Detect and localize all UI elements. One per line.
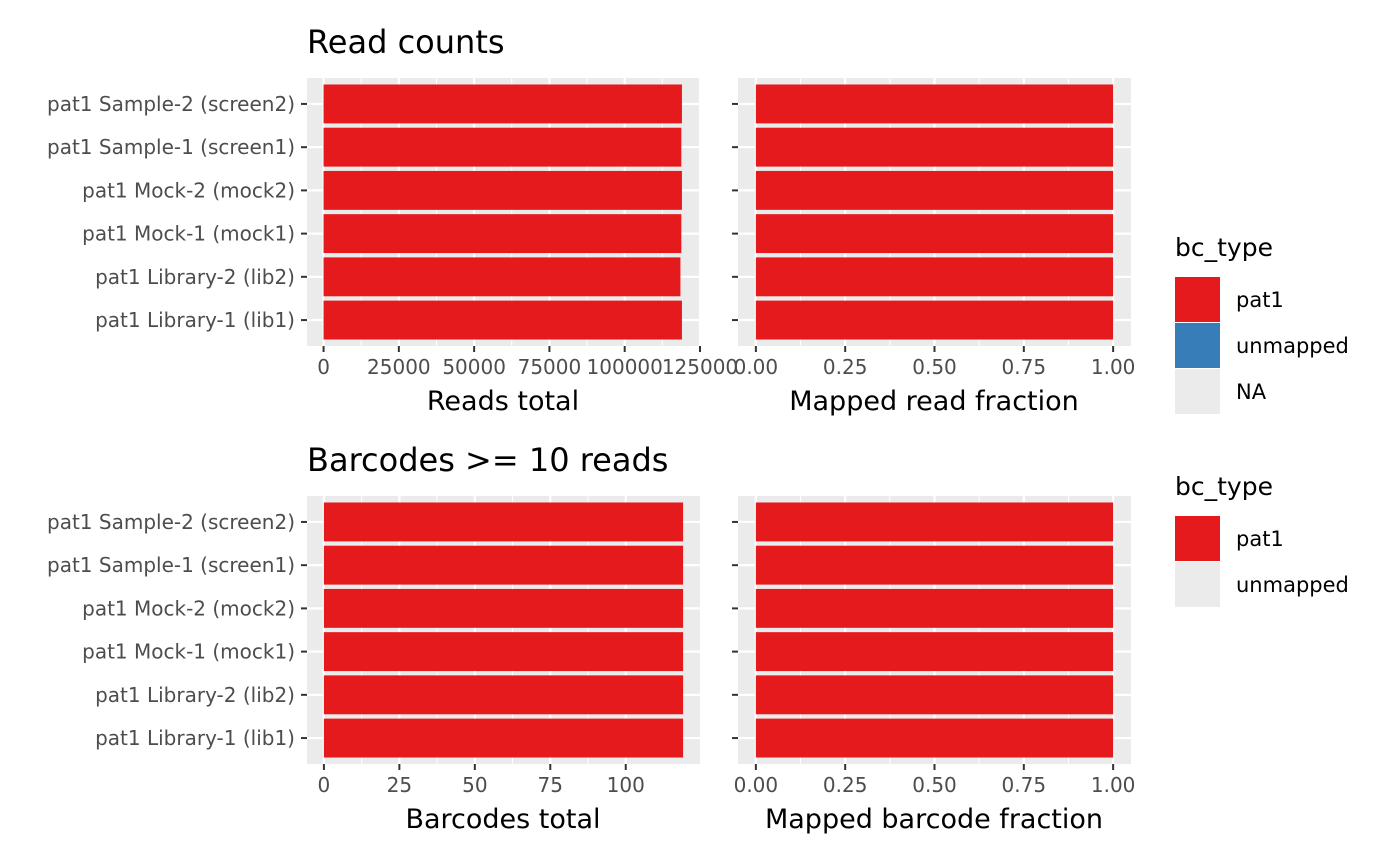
y-tick-label: pat1 Library-2 (lib2)	[95, 683, 295, 707]
bar	[755, 588, 1114, 628]
y-tick-label: pat1 Library-2 (lib2)	[95, 265, 295, 289]
bar	[323, 632, 684, 672]
mapped-barcode-fraction-panel: 0.00 0.25 0.50 0.75 1.00	[732, 496, 1135, 797]
legend-label-pat1: pat1	[1236, 527, 1284, 551]
legend-label-unmapped: unmapped	[1236, 334, 1349, 358]
legend-key-unmapped	[1175, 562, 1220, 607]
y-tick-label: pat1 Mock-1 (mock1)	[82, 222, 295, 246]
legend-label-unmapped: unmapped	[1236, 573, 1349, 597]
bar	[755, 632, 1114, 672]
x-tick-label: 0.25	[823, 773, 868, 797]
bar	[323, 718, 684, 758]
x-tick-label: 25	[387, 773, 412, 797]
x-tick-label: 0.00	[734, 773, 779, 797]
x-tick-label: 0.50	[912, 355, 957, 379]
mapped-read-fraction-axis-label: Mapped read fraction	[789, 386, 1079, 417]
x-tick-label: 100000	[587, 355, 663, 379]
x-tick-label: 0.75	[1002, 773, 1047, 797]
x-tick-label: 1.00	[1091, 773, 1136, 797]
x-tick-label: 50000	[442, 355, 506, 379]
x-tick-label: 0	[317, 355, 330, 379]
legend-title: bc_type	[1175, 233, 1273, 262]
y-tick-label: pat1 Sample-2 (screen2)	[47, 92, 295, 116]
bar	[323, 257, 681, 297]
y-tick-label: pat1 Sample-1 (screen1)	[47, 553, 295, 577]
bar	[323, 127, 682, 167]
bar	[323, 214, 682, 254]
x-tick-label: 75000	[518, 355, 582, 379]
bar	[323, 545, 684, 585]
x-tick-label: 125000	[662, 355, 738, 379]
mapped-barcode-fraction-axis-label: Mapped barcode fraction	[765, 804, 1103, 835]
bar	[755, 170, 1114, 210]
barcodes-title: Barcodes >= 10 reads	[307, 441, 668, 479]
bar	[323, 84, 682, 124]
reads-total-axis-label: Reads total	[427, 386, 579, 417]
bar	[755, 675, 1114, 715]
bar	[755, 300, 1114, 340]
y-tick-label: pat1 Library-1 (lib1)	[95, 726, 295, 750]
legend-key-unmapped	[1175, 323, 1220, 368]
x-tick-label: 100	[607, 773, 645, 797]
x-tick-label: 0.50	[912, 773, 957, 797]
bar	[755, 545, 1114, 585]
x-tick-label: 50	[462, 773, 487, 797]
legend-label-pat1: pat1	[1236, 288, 1284, 312]
legend-key-pat1	[1175, 277, 1220, 322]
bar	[755, 718, 1114, 758]
y-tick-label: pat1 Sample-2 (screen2)	[47, 510, 295, 534]
legend-top: bc_type pat1 unmapped NA	[1175, 233, 1349, 414]
x-tick-label: 75	[538, 773, 563, 797]
bar	[755, 127, 1114, 167]
x-tick-label: 0.00	[734, 355, 779, 379]
y-tick-label: pat1 Library-1 (lib1)	[95, 308, 295, 332]
bar	[323, 675, 684, 715]
barcodes-total-axis-label: Barcodes total	[405, 804, 600, 835]
y-tick-label: pat1 Mock-2 (mock2)	[82, 596, 295, 620]
barcodes-total-panel: 0 25 50 75 100 pat1 Library-1 (lib1) pat1 Libr…	[47, 496, 700, 797]
y-tick-label: pat1 Mock-1 (mock1)	[82, 640, 295, 664]
legend-title: bc_type	[1175, 472, 1273, 501]
y-tick-label: pat1 Sample-1 (screen1)	[47, 135, 295, 159]
read-counts-title: Read counts	[307, 23, 505, 61]
bar	[323, 588, 684, 628]
mapped-read-fraction-panel: 0.00 0.25 0.50 0.75 1.00	[732, 78, 1135, 379]
bar	[323, 502, 684, 542]
legend-key-na	[1175, 369, 1220, 414]
bar	[755, 257, 1114, 297]
x-tick-label: 1.00	[1091, 355, 1136, 379]
bar	[755, 502, 1114, 542]
bar	[323, 170, 682, 210]
bar	[323, 300, 682, 340]
legend-label-na: NA	[1236, 380, 1267, 404]
x-tick-label: 0	[318, 773, 331, 797]
bar	[755, 84, 1114, 124]
x-tick-label: 0.25	[823, 355, 868, 379]
x-tick-label: 25000	[367, 355, 431, 379]
bar	[755, 214, 1114, 254]
y-tick-label: pat1 Mock-2 (mock2)	[82, 178, 295, 202]
legend-bottom: bc_type pat1 unmapped	[1175, 472, 1349, 607]
legend-key-pat1	[1175, 516, 1220, 561]
x-tick-label: 0.75	[1002, 355, 1047, 379]
